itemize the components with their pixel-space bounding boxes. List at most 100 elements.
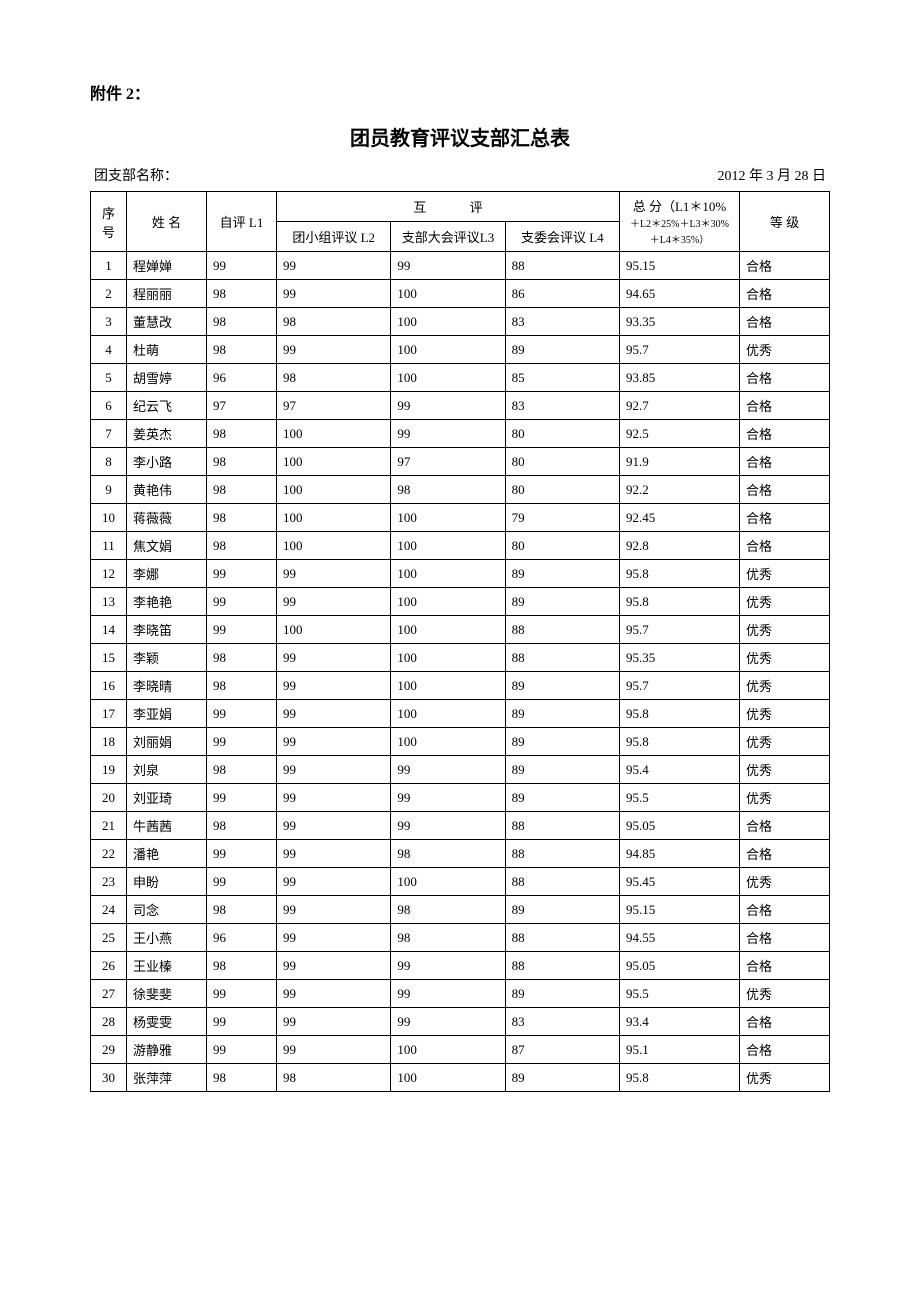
cell-l2: 99 xyxy=(277,896,391,924)
table-row: 23申盼99991008895.45优秀 xyxy=(91,868,830,896)
cell-total: 95.8 xyxy=(620,588,740,616)
cell-l3: 100 xyxy=(391,728,505,756)
cell-l2: 99 xyxy=(277,1008,391,1036)
table-row: 4杜萌98991008995.7优秀 xyxy=(91,336,830,364)
cell-seq: 30 xyxy=(91,1064,127,1092)
cell-l2: 99 xyxy=(277,560,391,588)
table-row: 10蒋薇薇981001007992.45合格 xyxy=(91,504,830,532)
meta-row: 团支部名称： 2012 年 3 月 28 日 xyxy=(90,165,830,185)
cell-total: 92.2 xyxy=(620,476,740,504)
appendix-label: 附件 2： xyxy=(90,80,830,104)
cell-seq: 17 xyxy=(91,700,127,728)
cell-l1: 98 xyxy=(207,308,277,336)
cell-l1: 98 xyxy=(207,756,277,784)
table-row: 8李小路98100978091.9合格 xyxy=(91,448,830,476)
cell-l4: 87 xyxy=(505,1036,619,1064)
cell-l4: 88 xyxy=(505,644,619,672)
cell-seq: 16 xyxy=(91,672,127,700)
cell-l2: 99 xyxy=(277,252,391,280)
cell-l3: 99 xyxy=(391,420,505,448)
cell-l2: 99 xyxy=(277,588,391,616)
cell-name: 李颖 xyxy=(127,644,207,672)
cell-total: 92.7 xyxy=(620,392,740,420)
cell-grade: 合格 xyxy=(740,280,830,308)
table-row: 21牛茜茜9899998895.05合格 xyxy=(91,812,830,840)
cell-total: 95.7 xyxy=(620,616,740,644)
cell-l1: 97 xyxy=(207,392,277,420)
cell-grade: 合格 xyxy=(740,364,830,392)
table-row: 1程婵婵9999998895.15合格 xyxy=(91,252,830,280)
cell-name: 纪云飞 xyxy=(127,392,207,420)
cell-l1: 99 xyxy=(207,728,277,756)
cell-seq: 1 xyxy=(91,252,127,280)
cell-l2: 99 xyxy=(277,280,391,308)
table-row: 22潘艳9999988894.85合格 xyxy=(91,840,830,868)
cell-l4: 88 xyxy=(505,868,619,896)
cell-l1: 98 xyxy=(207,1064,277,1092)
cell-l1: 98 xyxy=(207,644,277,672)
cell-seq: 13 xyxy=(91,588,127,616)
cell-l4: 89 xyxy=(505,560,619,588)
branch-label: 团支部名称： xyxy=(94,165,178,185)
cell-total: 94.55 xyxy=(620,924,740,952)
cell-l4: 89 xyxy=(505,1064,619,1092)
cell-l3: 100 xyxy=(391,280,505,308)
cell-total: 95.15 xyxy=(620,252,740,280)
cell-l2: 98 xyxy=(277,308,391,336)
cell-l2: 98 xyxy=(277,364,391,392)
table-row: 19刘泉9899998995.4优秀 xyxy=(91,756,830,784)
cell-l1: 98 xyxy=(207,476,277,504)
table-body: 1程婵婵9999998895.15合格2程丽丽98991008694.65合格3… xyxy=(91,252,830,1092)
table-row: 24司念9899988995.15合格 xyxy=(91,896,830,924)
cell-l4: 80 xyxy=(505,420,619,448)
cell-l4: 88 xyxy=(505,952,619,980)
cell-name: 黄艳伟 xyxy=(127,476,207,504)
cell-l3: 99 xyxy=(391,756,505,784)
cell-l1: 98 xyxy=(207,952,277,980)
cell-grade: 合格 xyxy=(740,308,830,336)
cell-name: 姜英杰 xyxy=(127,420,207,448)
cell-total: 94.65 xyxy=(620,280,740,308)
page-title: 团员教育评议支部汇总表 xyxy=(90,122,830,151)
cell-total: 95.15 xyxy=(620,896,740,924)
evaluation-table: 序号 姓 名 自评 L1 互 评 总 分（L1＊10% ＋L2＊25%＋L3＊3… xyxy=(90,191,830,1092)
cell-l2: 99 xyxy=(277,980,391,1008)
cell-l2: 99 xyxy=(277,1036,391,1064)
cell-grade: 优秀 xyxy=(740,560,830,588)
cell-total: 92.8 xyxy=(620,532,740,560)
cell-l3: 100 xyxy=(391,588,505,616)
cell-grade: 合格 xyxy=(740,812,830,840)
cell-l1: 98 xyxy=(207,448,277,476)
cell-l4: 89 xyxy=(505,336,619,364)
table-row: 5胡雪婷96981008593.85合格 xyxy=(91,364,830,392)
cell-l1: 98 xyxy=(207,504,277,532)
cell-l4: 88 xyxy=(505,840,619,868)
table-row: 3董慧改98981008393.35合格 xyxy=(91,308,830,336)
cell-grade: 合格 xyxy=(740,448,830,476)
cell-l1: 99 xyxy=(207,1036,277,1064)
cell-seq: 4 xyxy=(91,336,127,364)
header-grade: 等 级 xyxy=(740,192,830,252)
header-total-line1: 总 分（L1＊10% xyxy=(633,199,727,214)
header-name: 姓 名 xyxy=(127,192,207,252)
cell-l3: 99 xyxy=(391,392,505,420)
cell-seq: 21 xyxy=(91,812,127,840)
cell-name: 牛茜茜 xyxy=(127,812,207,840)
cell-seq: 3 xyxy=(91,308,127,336)
cell-l2: 99 xyxy=(277,952,391,980)
header-l3: 支部大会评议L3 xyxy=(391,222,505,252)
cell-l3: 100 xyxy=(391,532,505,560)
cell-name: 刘亚琦 xyxy=(127,784,207,812)
cell-l4: 80 xyxy=(505,448,619,476)
cell-l4: 83 xyxy=(505,1008,619,1036)
cell-name: 司念 xyxy=(127,896,207,924)
cell-grade: 优秀 xyxy=(740,588,830,616)
cell-name: 刘丽娟 xyxy=(127,728,207,756)
cell-grade: 优秀 xyxy=(740,616,830,644)
cell-l3: 100 xyxy=(391,1064,505,1092)
table-row: 6纪云飞9797998392.7合格 xyxy=(91,392,830,420)
cell-l3: 100 xyxy=(391,364,505,392)
cell-seq: 25 xyxy=(91,924,127,952)
cell-total: 92.45 xyxy=(620,504,740,532)
cell-l4: 88 xyxy=(505,252,619,280)
